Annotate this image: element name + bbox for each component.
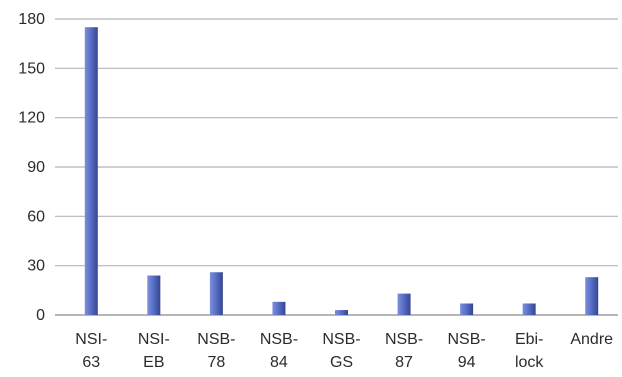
x-tick-label-line: 87: [395, 354, 413, 371]
x-tick-label-line: NSB-: [260, 331, 298, 348]
y-tick-label: 60: [27, 208, 45, 225]
bar: [147, 275, 161, 315]
bar: [209, 272, 223, 315]
y-tick-label: 0: [36, 307, 45, 324]
x-tick-label-line: NSI-: [138, 331, 170, 348]
x-tick-label: NSI- 63: [75, 331, 107, 371]
x-tick-label-line: NSB-: [385, 331, 423, 348]
x-tick-label: NSB- 84: [260, 331, 298, 371]
bar: [335, 310, 348, 315]
y-tick-label: 150: [18, 60, 45, 77]
x-tick-label-line: lock: [515, 354, 544, 371]
x-axis-labels: NSI-63NSI-EBNSB-78NSB-84NSB-GSNSB-87NSB-…: [75, 331, 613, 371]
bar: [272, 301, 286, 315]
x-tick-label-line: NSB-: [322, 331, 360, 348]
bars: [84, 27, 599, 315]
x-tick-label-line: NSB-: [447, 331, 485, 348]
x-tick-label: NSB- 94: [447, 331, 485, 371]
bar: [585, 277, 599, 315]
y-tick-label: 180: [18, 11, 45, 28]
x-tick-label: NSI- EB: [138, 331, 170, 371]
x-tick-label-line: 84: [270, 354, 288, 371]
x-tick-label-line: Andre: [570, 331, 613, 348]
x-tick-label-line: 94: [458, 354, 476, 371]
y-axis-ticks: 0 30 60 90 120 150 180: [18, 11, 45, 324]
grid-lines: [55, 18, 618, 316]
x-tick-label-line: GS: [330, 354, 353, 371]
bar: [522, 303, 536, 315]
bar: [460, 303, 474, 315]
x-tick-label-line: 63: [82, 354, 100, 371]
x-tick-label-line: EB: [143, 354, 164, 371]
x-tick-label: NSB- 78: [197, 331, 235, 371]
y-tick-label: 90: [27, 159, 45, 176]
bar: [397, 293, 411, 315]
y-tick-label: 120: [18, 110, 45, 127]
x-tick-label: Andre: [570, 331, 613, 348]
x-tick-label: NSB- 87: [385, 331, 423, 371]
x-tick-label-line: 78: [207, 354, 225, 371]
x-tick-label-line: NSI-: [75, 331, 107, 348]
x-tick-label-line: Ebi-: [515, 331, 543, 348]
x-tick-label: Ebi-lock: [515, 331, 544, 371]
bar: [84, 27, 98, 315]
y-tick-label: 30: [27, 258, 45, 275]
x-tick-label-line: NSB-: [197, 331, 235, 348]
x-tick-label: NSB- GS: [322, 331, 360, 371]
